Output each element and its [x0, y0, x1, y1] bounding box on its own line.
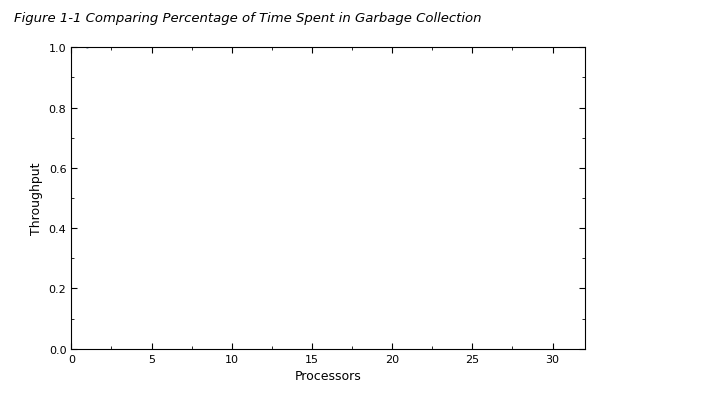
X-axis label: Processors: Processors [294, 369, 361, 382]
Y-axis label: Throughput: Throughput [30, 162, 43, 235]
Text: Figure 1-1 Comparing Percentage of Time Spent in Garbage Collection: Figure 1-1 Comparing Percentage of Time … [14, 12, 482, 25]
